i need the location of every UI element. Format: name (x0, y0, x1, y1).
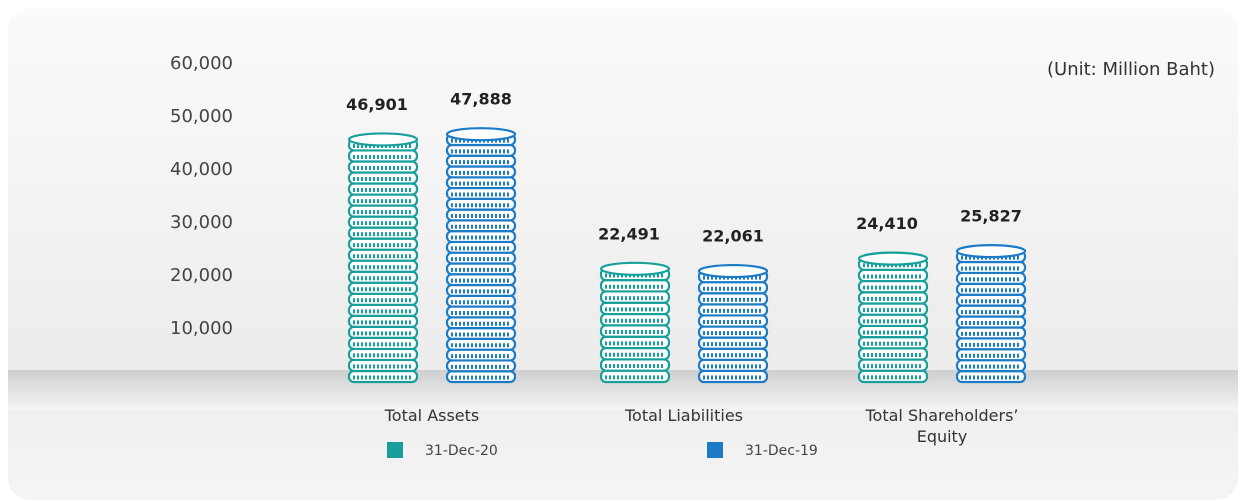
value-label: 46,901 (346, 95, 408, 114)
legend-label: 31-Dec-19 (745, 443, 818, 459)
panel (8, 8, 1238, 500)
coin-top (347, 132, 419, 147)
y-tick-label: 30,000 (170, 212, 233, 233)
coin-top (697, 263, 769, 279)
bar (445, 127, 517, 384)
coin-top (955, 244, 1027, 259)
x-tick-label: Total Shareholders’ Equity (865, 406, 1019, 446)
value-label: 22,491 (598, 224, 660, 243)
coin-top (599, 261, 671, 276)
bar (697, 263, 769, 384)
y-tick-label: 60,000 (170, 53, 233, 74)
value-label: 22,061 (702, 227, 764, 246)
x-tick-label: Total Liabilities (624, 406, 743, 425)
coin-top (445, 127, 517, 142)
y-tick-label: 50,000 (170, 106, 233, 127)
bar (599, 261, 671, 384)
bar (955, 244, 1027, 384)
value-label: 25,827 (960, 207, 1022, 226)
y-tick-label: 40,000 (170, 159, 233, 180)
legend-label: 31-Dec-20 (425, 443, 498, 459)
y-tick-label: 10,000 (170, 318, 233, 339)
bar (347, 132, 419, 384)
bar (857, 251, 929, 384)
value-label: 24,410 (856, 214, 918, 233)
y-tick-label: 20,000 (170, 265, 233, 286)
coin-top (857, 251, 929, 266)
legend-swatch (707, 442, 723, 458)
legend-swatch (387, 442, 403, 458)
x-tick-label: Total Assets (384, 406, 480, 425)
unit-note: (Unit: Million Baht) (1047, 59, 1215, 80)
value-label: 47,888 (450, 90, 512, 109)
